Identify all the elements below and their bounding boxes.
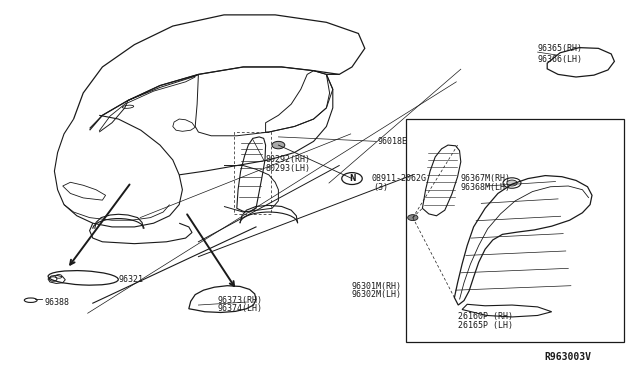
Bar — [234, 132, 271, 214]
Text: 96301M(RH): 96301M(RH) — [352, 282, 402, 291]
Text: N: N — [349, 174, 355, 183]
Text: 08911-2062G: 08911-2062G — [371, 174, 426, 183]
Circle shape — [408, 215, 418, 221]
Circle shape — [272, 141, 285, 149]
Text: 96365(RH): 96365(RH) — [538, 44, 582, 53]
Text: 96367M(RH): 96367M(RH) — [461, 174, 511, 183]
Text: 96374(LH): 96374(LH) — [218, 304, 262, 313]
Text: (3): (3) — [373, 183, 388, 192]
Text: 96321: 96321 — [118, 275, 143, 284]
Text: 96018E: 96018E — [378, 137, 408, 146]
Text: 96368M(LH): 96368M(LH) — [461, 183, 511, 192]
Bar — [406, 119, 624, 342]
Text: 96302M(LH): 96302M(LH) — [352, 290, 402, 299]
Circle shape — [507, 180, 517, 186]
Text: 96366(LH): 96366(LH) — [538, 55, 582, 64]
Text: 96388: 96388 — [45, 298, 70, 307]
Text: 80292(RH): 80292(RH) — [266, 155, 310, 164]
Text: 80293(LH): 80293(LH) — [266, 164, 310, 173]
Text: 26165P (LH): 26165P (LH) — [458, 321, 513, 330]
Text: R963003V: R963003V — [544, 352, 591, 362]
Text: 96373(RH): 96373(RH) — [218, 296, 262, 305]
Text: 26160P (RH): 26160P (RH) — [458, 312, 513, 321]
